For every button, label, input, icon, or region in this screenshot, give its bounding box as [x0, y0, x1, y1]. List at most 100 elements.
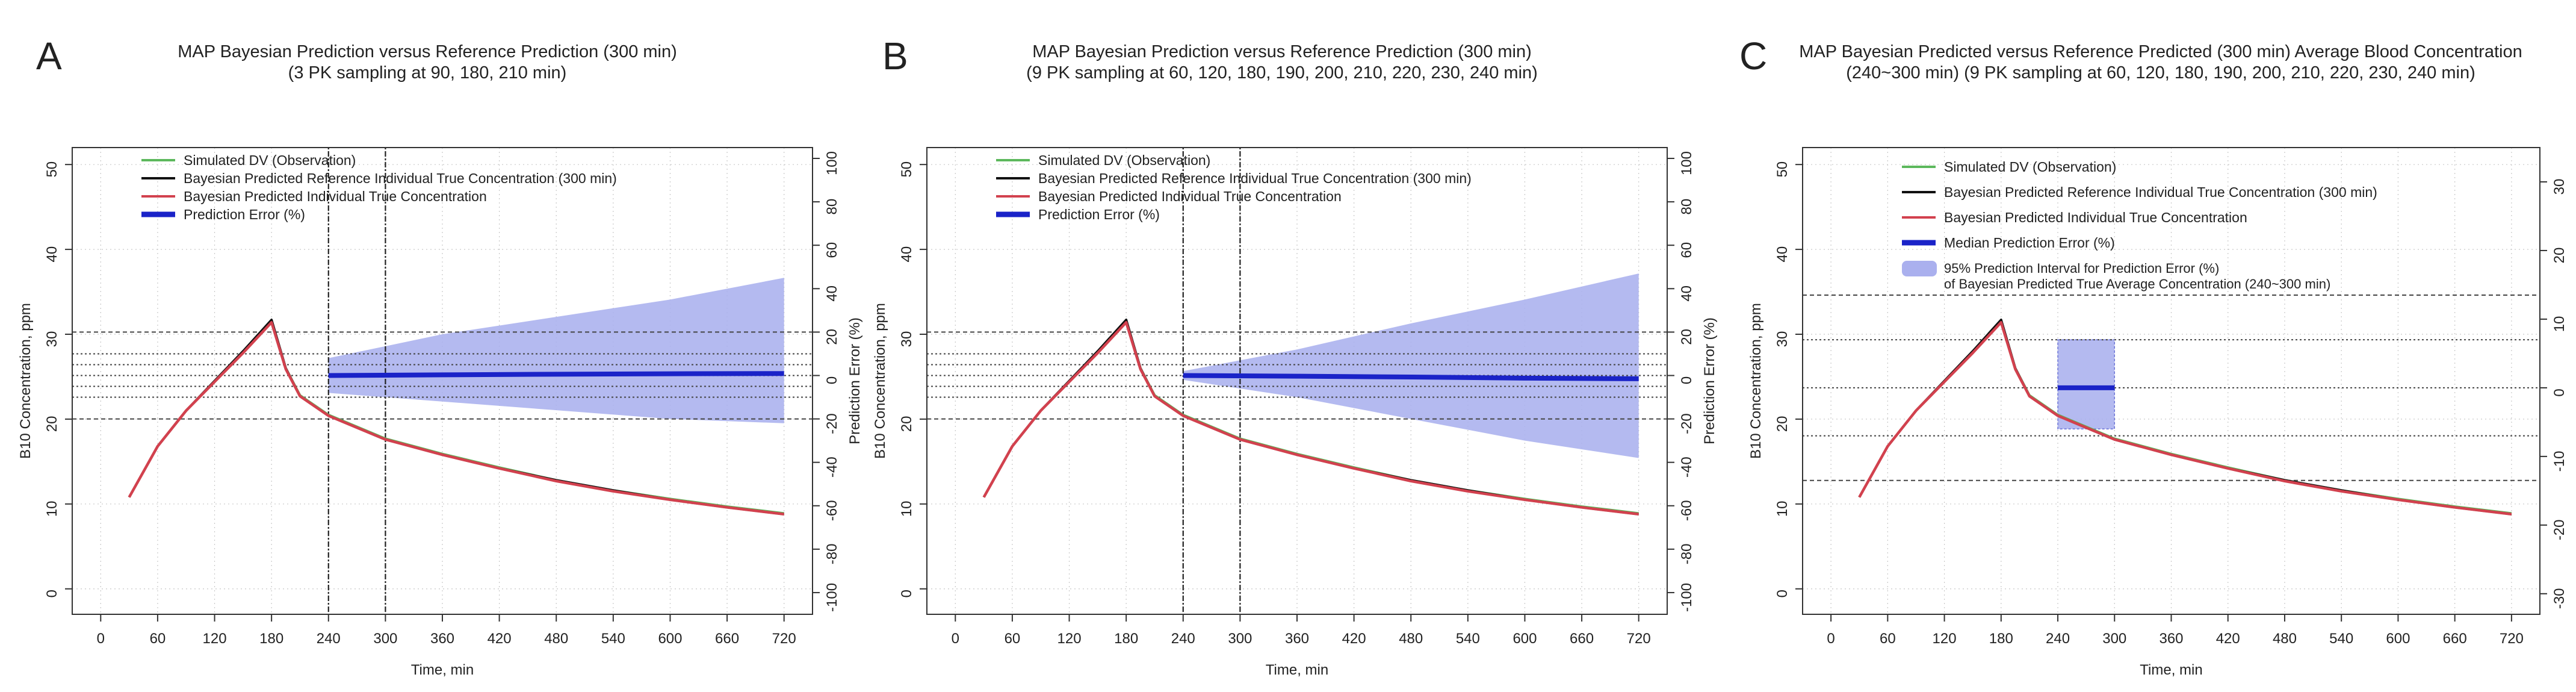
y2-tick-label: -30 [2551, 588, 2568, 609]
legend-label: Simulated DV (Observation) [184, 152, 356, 168]
x-tick-label: 60 [1880, 631, 1896, 647]
legend-label: Bayesian Predicted Individual True Conce… [1944, 210, 2247, 225]
y2-tick-label: 20 [824, 329, 840, 345]
x-tick-label: 420 [1342, 631, 1366, 647]
x-tick-label: 180 [1114, 631, 1138, 647]
x-tick-label: 180 [1989, 631, 2013, 647]
y2-tick-label: 80 [1679, 199, 1695, 215]
y2-tick-label: 60 [1679, 242, 1695, 258]
x-tick-label: 120 [1933, 631, 1957, 647]
chart-title: MAP Bayesian Predicted versus Reference … [1799, 42, 2522, 61]
x-tick-label: 720 [2500, 631, 2524, 647]
y-tick-label: 0 [899, 590, 915, 597]
x-tick-label: 540 [2329, 631, 2353, 647]
y-tick-label: 40 [1774, 246, 1791, 263]
x-tick-label: 300 [2102, 631, 2126, 647]
legend-label: Simulated DV (Observation) [1038, 152, 1210, 168]
x-tick-label: 120 [1057, 631, 1082, 647]
panel-letter: C [1739, 34, 1767, 78]
prediction-error-line [328, 371, 784, 378]
y2-tick-label: -100 [824, 583, 840, 612]
x-axis-label: Time, min [1266, 662, 1328, 678]
y2-tick-label: -80 [824, 544, 840, 565]
y2-tick-label: -20 [2551, 519, 2568, 540]
legend-label: Prediction Error (%) [184, 207, 305, 222]
y-tick-label: 50 [44, 161, 60, 178]
x-tick-label: 300 [373, 631, 397, 647]
y2-tick-label: 60 [824, 242, 840, 258]
prediction-interval-band [328, 278, 784, 423]
legend: Simulated DV (Observation) Bayesian Predi… [996, 152, 1472, 222]
panel-a: A MAP Bayesian Prediction versus Referenc… [17, 34, 863, 678]
legend-label: of Bayesian Predicted True Average Conce… [1944, 276, 2330, 291]
prediction-interval-band [1183, 273, 1639, 458]
y-axis-label: B10 Concentration, ppm [17, 303, 34, 459]
y-tick-label: 20 [44, 416, 60, 432]
y2-tick-label: 0 [1679, 376, 1695, 384]
chart-title: MAP Bayesian Prediction versus Reference… [178, 42, 677, 61]
y-tick-label: 50 [899, 161, 915, 178]
x-tick-label: 360 [1285, 631, 1309, 647]
y2-tick-label: -100 [1679, 583, 1695, 612]
x-axis-label: Time, min [2140, 662, 2202, 678]
legend-label: Median Prediction Error (%) [1944, 235, 2115, 251]
x-tick-label: 600 [2386, 631, 2410, 647]
series-line-bayesian [982, 321, 1639, 516]
y2-tick-label: -60 [824, 500, 840, 521]
panel-b: B MAP Bayesian Prediction versus Referenc… [872, 34, 1718, 678]
legend-swatch-band [1902, 261, 1937, 276]
series-line-observation [1858, 320, 2512, 515]
x-tick-label: 660 [1570, 631, 1594, 647]
legend: Simulated DV (Observation) Bayesian Predi… [1902, 159, 2377, 291]
y2-axis-label: Prediction Error (%) for Average Concent… [2574, 232, 2576, 531]
x-tick-label: 480 [1399, 631, 1423, 647]
y2-tick-label: 30 [2551, 179, 2568, 195]
y2-tick-label: 100 [1679, 151, 1695, 175]
y2-tick-label: 40 [1679, 285, 1695, 302]
x-tick-label: 360 [2159, 631, 2183, 647]
y2-tick-label: -60 [1679, 500, 1695, 521]
legend-label: Simulated DV (Observation) [1944, 159, 2116, 175]
y2-tick-label: -80 [1679, 544, 1695, 565]
y2-tick-label: -40 [824, 457, 840, 478]
x-tick-label: 240 [317, 631, 341, 647]
x-tick-label: 0 [97, 631, 105, 647]
x-tick-label: 720 [772, 631, 796, 647]
y2-tick-label: -20 [824, 413, 840, 434]
x-tick-label: 720 [1627, 631, 1651, 647]
x-tick-label: 0 [952, 631, 959, 647]
y-tick-label: 40 [899, 246, 915, 263]
x-tick-label: 120 [203, 631, 227, 647]
y-tick-label: 10 [1774, 500, 1791, 517]
x-tick-label: 240 [2046, 631, 2070, 647]
y2-axis-label: Prediction Error (%) [1701, 317, 1718, 444]
chart-subtitle: (240~300 min) (9 PK sampling at 60, 120,… [1846, 63, 2475, 83]
x-tick-label: 180 [259, 631, 283, 647]
y2-tick-label: 0 [824, 376, 840, 384]
legend-label: Bayesian Predicted Reference Individual … [184, 170, 617, 186]
y-tick-label: 0 [44, 590, 60, 597]
x-tick-label: 540 [601, 631, 625, 647]
x-tick-label: 360 [430, 631, 454, 647]
x-tick-label: 540 [1456, 631, 1480, 647]
y-tick-label: 30 [899, 331, 915, 348]
x-axis-label: Time, min [411, 662, 474, 678]
y-tick-label: 10 [899, 500, 915, 517]
y-tick-label: 30 [44, 331, 60, 348]
y2-tick-label: 0 [2551, 388, 2568, 396]
x-tick-label: 60 [150, 631, 166, 647]
y-tick-label: 0 [1774, 590, 1791, 597]
y-axis-label: B10 Concentration, ppm [872, 303, 888, 459]
legend-label: 95% Prediction Interval for Prediction E… [1944, 261, 2219, 276]
y-tick-label: 30 [1774, 331, 1791, 348]
chart-title: MAP Bayesian Prediction versus Reference… [1032, 42, 1532, 61]
legend-label: Bayesian Predicted Individual True Conce… [184, 189, 487, 204]
prediction-error-line [1183, 373, 1639, 381]
legend-label: Bayesian Predicted Individual True Conce… [1038, 189, 1342, 204]
x-tick-label: 660 [715, 631, 739, 647]
y2-tick-label: 10 [2551, 316, 2568, 332]
legend-label: Bayesian Predicted Reference Individual … [1038, 170, 1472, 186]
chart-subtitle: (3 PK sampling at 90, 180, 210 min) [288, 63, 567, 83]
chart-subtitle: (9 PK sampling at 60, 120, 180, 190, 200… [1026, 63, 1538, 83]
